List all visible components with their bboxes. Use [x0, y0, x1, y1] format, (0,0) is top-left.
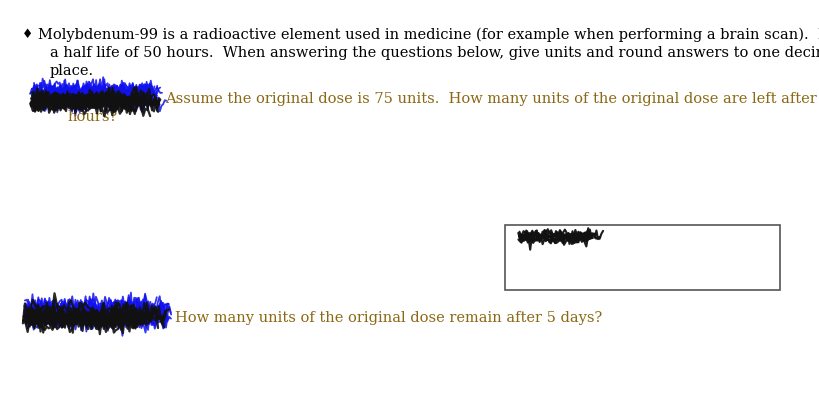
- Text: hours?: hours?: [68, 110, 118, 124]
- Text: place.: place.: [50, 64, 94, 78]
- Bar: [505, 225, 779, 290]
- Text: How many units of the original dose remain after 5 days?: How many units of the original dose rema…: [174, 311, 601, 325]
- Text: a half life of 50 hours.  When answering the questions below, give units and rou: a half life of 50 hours. When answering …: [50, 46, 819, 60]
- Text: ♦: ♦: [22, 28, 34, 41]
- Text: Molybdenum-99 is a radioactive element used in medicine (for example when perfor: Molybdenum-99 is a radioactive element u…: [38, 28, 819, 42]
- Text: Assume the original dose is 75 units.  How many units of the original dose are l: Assume the original dose is 75 units. Ho…: [165, 92, 819, 106]
